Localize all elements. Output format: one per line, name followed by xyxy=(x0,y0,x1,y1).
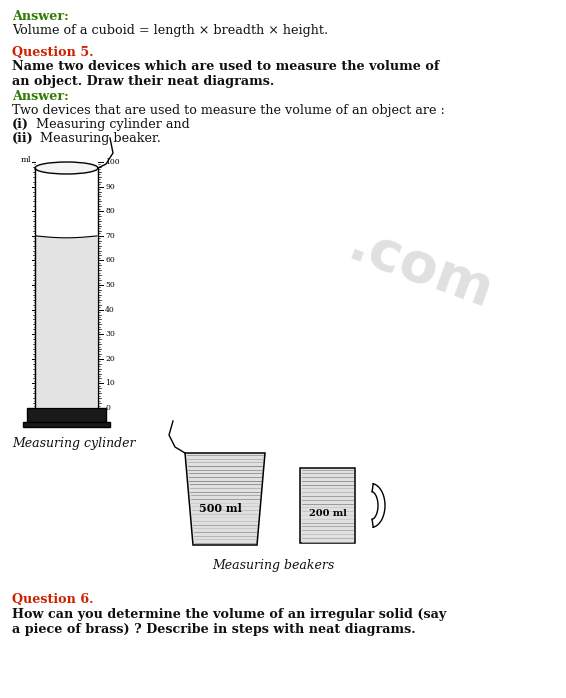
Text: 90: 90 xyxy=(105,183,115,191)
Text: ml: ml xyxy=(21,156,32,164)
Polygon shape xyxy=(185,453,265,545)
Text: 70: 70 xyxy=(105,232,115,240)
Text: Measuring beakers: Measuring beakers xyxy=(213,559,335,572)
Text: Measuring beaker.: Measuring beaker. xyxy=(36,132,161,145)
Text: 100: 100 xyxy=(105,158,119,166)
Polygon shape xyxy=(36,236,97,407)
Text: 40: 40 xyxy=(105,306,115,313)
Ellipse shape xyxy=(35,162,98,174)
Text: 30: 30 xyxy=(105,330,115,339)
Text: 20: 20 xyxy=(105,355,115,363)
Text: How can you determine the volume of an irregular solid (say: How can you determine the volume of an i… xyxy=(12,608,446,621)
Text: a piece of brass) ? Describe in steps with neat diagrams.: a piece of brass) ? Describe in steps wi… xyxy=(12,623,415,636)
Text: Question 5.: Question 5. xyxy=(12,46,93,59)
Polygon shape xyxy=(27,408,106,422)
Text: 200 ml: 200 ml xyxy=(308,509,346,518)
Text: 50: 50 xyxy=(105,281,115,289)
Text: 500 ml: 500 ml xyxy=(199,503,242,514)
Text: 10: 10 xyxy=(105,380,115,387)
Text: Answer:: Answer: xyxy=(12,10,68,23)
Text: 80: 80 xyxy=(105,207,115,215)
Text: .com: .com xyxy=(340,219,500,321)
Text: Volume of a cuboid = length × breadth × height.: Volume of a cuboid = length × breadth × … xyxy=(12,24,328,37)
Text: Two devices that are used to measure the volume of an object are :: Two devices that are used to measure the… xyxy=(12,104,445,117)
Text: (i): (i) xyxy=(12,118,29,131)
Polygon shape xyxy=(300,468,355,543)
Text: Name two devices which are used to measure the volume of: Name two devices which are used to measu… xyxy=(12,60,439,73)
Text: Measuring cylinder and: Measuring cylinder and xyxy=(32,118,190,131)
Text: Measuring cylinder: Measuring cylinder xyxy=(12,437,135,450)
Text: 60: 60 xyxy=(105,256,115,265)
Text: 0: 0 xyxy=(105,404,110,412)
Text: an object. Draw their neat diagrams.: an object. Draw their neat diagrams. xyxy=(12,75,275,88)
Text: (ii): (ii) xyxy=(12,132,34,145)
Polygon shape xyxy=(23,422,110,427)
Text: Question 6.: Question 6. xyxy=(12,593,93,606)
Text: Answer:: Answer: xyxy=(12,90,68,103)
